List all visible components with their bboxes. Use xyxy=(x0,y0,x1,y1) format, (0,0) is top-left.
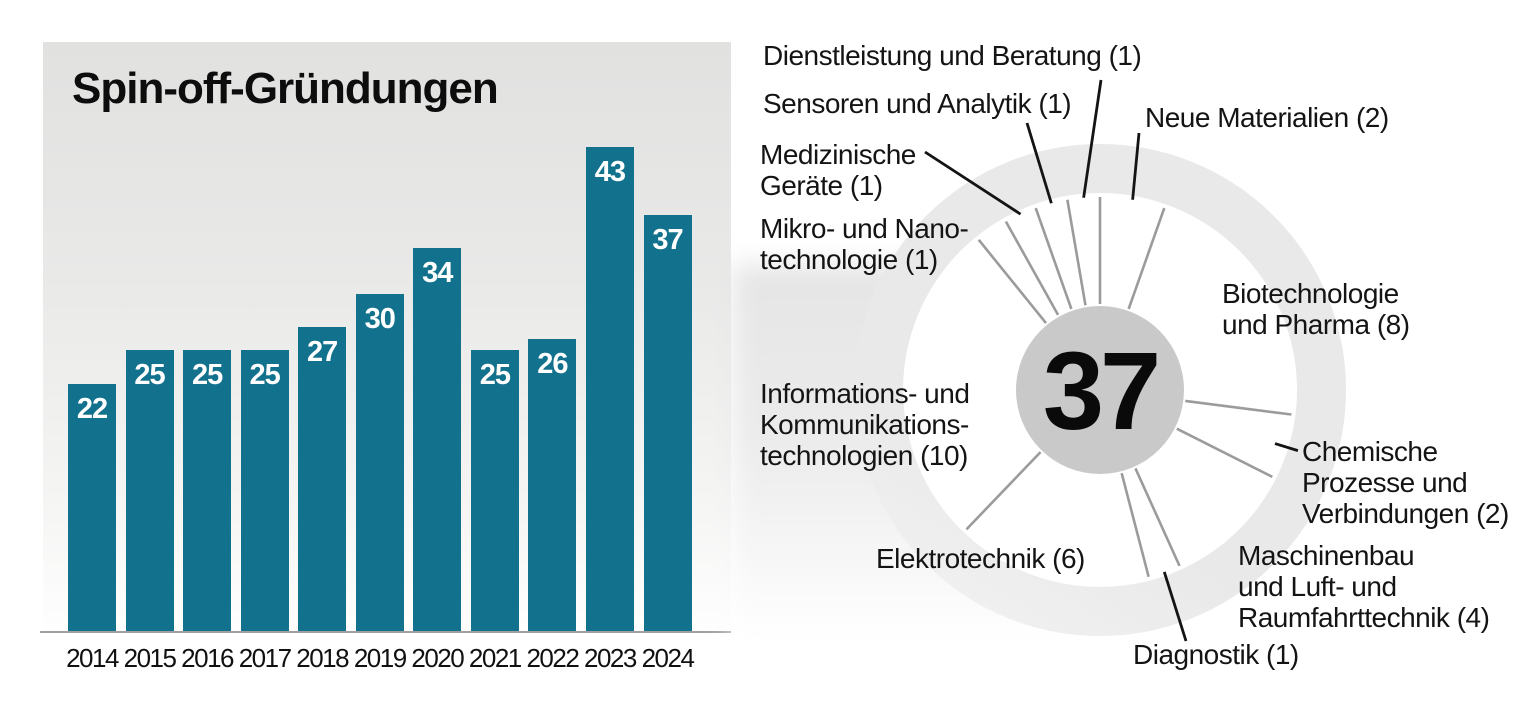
slice-label: Medizinische Geräte (1) xyxy=(760,139,916,201)
separator-line xyxy=(1034,207,1073,310)
bar-2021: 25 xyxy=(470,350,519,632)
leader-line xyxy=(1274,442,1299,452)
separator-line xyxy=(1004,220,1060,316)
bar-value-label: 43 xyxy=(594,155,626,188)
bar-2019: 30 xyxy=(355,293,404,632)
label-leader-lines xyxy=(924,79,1299,642)
separator-line xyxy=(1134,467,1181,567)
bar-value-label: 25 xyxy=(191,359,223,391)
x-axis-label-2014: 2014 xyxy=(66,643,119,673)
leader-line xyxy=(924,150,1022,216)
sector-separator-lines xyxy=(965,197,1292,578)
x-axis-label-2016: 2016 xyxy=(181,643,234,673)
bar-2018: 27 xyxy=(298,327,347,632)
slice-label: Maschinenbau und Luft- und Raumfahrttechni… xyxy=(1238,540,1489,633)
bar-value-label: 25 xyxy=(249,359,281,391)
bar-2022: 26 xyxy=(528,338,577,632)
bar-2017: 25 xyxy=(240,350,289,632)
slice-label: Biotechnologie und Pharma (8) xyxy=(1222,278,1410,340)
slice-labels: Neue Materialien (2) Biotechnologie und Ph… xyxy=(760,40,1509,670)
x-axis-label-2017: 2017 xyxy=(238,643,292,673)
leader-line xyxy=(1082,79,1103,198)
x-axis-label-2021: 2021 xyxy=(468,643,522,673)
slice-label: Sensoren und Analytik (1) xyxy=(763,88,1071,119)
slice-label: Chemische Prozesse und Verbindungen (2) xyxy=(1302,436,1509,529)
slice-label: Diagnostik (1) xyxy=(1133,639,1299,670)
bar-2020: 34 xyxy=(413,248,462,632)
slice-label: Elektrotechnik (6) xyxy=(876,543,1085,574)
x-axis-label-2024: 2024 xyxy=(641,643,695,673)
bar-2016: 25 xyxy=(183,350,232,632)
separator-line xyxy=(977,239,1047,324)
x-axis-label-2022: 2022 xyxy=(526,643,579,673)
donut-ring xyxy=(854,144,1346,636)
slice-label: Dienstleistung und Beratung (1) xyxy=(763,40,1141,71)
x-axis-label-2023: 2023 xyxy=(584,643,637,673)
leader-line xyxy=(1131,132,1141,200)
bar-chart-plot-area: 22 25 25 25 27 30 34 25 26 43 37 xyxy=(43,42,731,632)
technology-donut-diagram: Neue Materialien (2) Biotechnologie und Ph… xyxy=(732,40,1509,670)
bar-value-label: 26 xyxy=(537,347,568,380)
bar-2014: 22 xyxy=(68,383,116,632)
x-axis-label-2018: 2018 xyxy=(296,643,349,673)
bar-value-label: 37 xyxy=(652,223,683,256)
bar-value-label: 25 xyxy=(479,359,511,391)
x-axis-label-2015: 2015 xyxy=(123,643,177,673)
separator-line xyxy=(965,451,1042,531)
center-circle xyxy=(1016,306,1184,474)
bar-2024: 37 xyxy=(643,214,692,632)
x-axis-label-2020: 2020 xyxy=(411,643,464,673)
x-axis-label-2019: 2019 xyxy=(353,643,407,673)
slice-label: Informations- und Kommunikations-technolo… xyxy=(760,378,969,471)
separator-line xyxy=(1176,427,1273,479)
separator-line xyxy=(1185,399,1292,416)
bar-2023: 43 xyxy=(585,146,634,632)
leader-line xyxy=(1025,122,1053,204)
chart-title: Spin-off-Gründungen xyxy=(72,64,499,113)
separator-line xyxy=(1066,199,1087,306)
bar-chart-panel: Spin-off-Gründungen 22 25 25 25 27 30 34 25 26 43… xyxy=(40,42,731,633)
bar-value-label: 25 xyxy=(134,359,165,391)
slice-label: Neue Materialien (2) xyxy=(1145,102,1389,133)
leader-line xyxy=(1162,571,1188,642)
bar-value-label: 22 xyxy=(76,392,108,425)
slice-label: Mikro- und Nano-technologie (1) xyxy=(760,213,968,275)
bar-2015: 25 xyxy=(125,350,174,632)
bar-value-label: 34 xyxy=(422,257,453,290)
bar-value-label: 30 xyxy=(364,302,396,335)
center-total: 37 xyxy=(1043,330,1157,453)
separator-line xyxy=(1120,472,1150,578)
bar-value-label: 27 xyxy=(307,336,338,369)
x-axis-line xyxy=(40,630,731,633)
separator-line xyxy=(1127,207,1166,310)
